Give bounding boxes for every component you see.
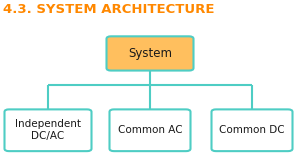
FancyBboxPatch shape	[4, 109, 92, 151]
FancyBboxPatch shape	[212, 109, 292, 151]
FancyBboxPatch shape	[110, 109, 190, 151]
Text: 4.3. SYSTEM ARCHITECTURE: 4.3. SYSTEM ARCHITECTURE	[3, 3, 214, 16]
Text: Common AC: Common AC	[118, 125, 182, 135]
Text: Common DC: Common DC	[219, 125, 285, 135]
Text: System: System	[128, 47, 172, 60]
FancyBboxPatch shape	[106, 36, 194, 70]
Text: Independent
DC/AC: Independent DC/AC	[15, 119, 81, 141]
